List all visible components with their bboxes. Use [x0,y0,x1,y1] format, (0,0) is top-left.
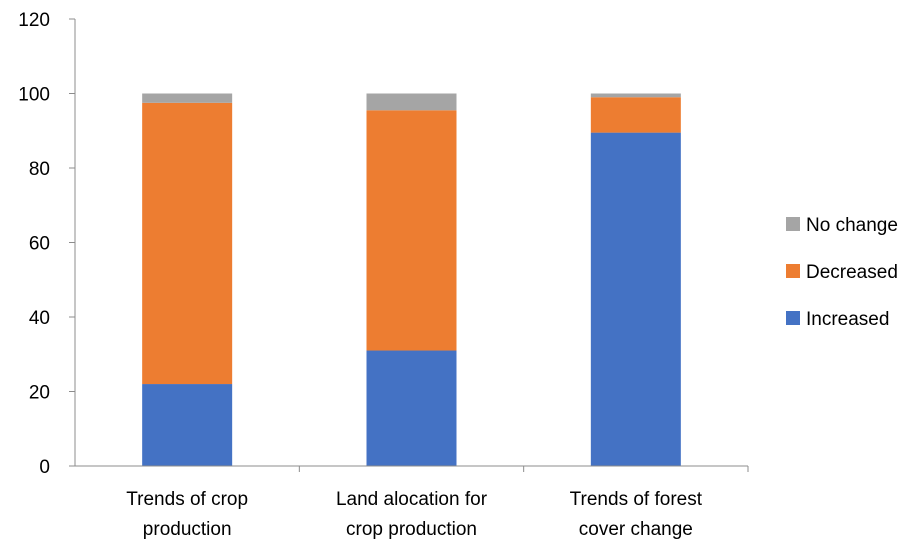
y-tick-label: 100 [18,85,50,106]
legend-label-increased: Increased [806,309,889,330]
x-category-label: Trends of forest [570,489,703,510]
y-tick-label: 40 [29,308,50,329]
legend-label-decreased: Decreased [806,262,898,283]
bar-no-change-2 [366,93,457,111]
y-tick-label: 80 [29,159,50,180]
bar-area [142,93,681,467]
legend: No change Decreased Increased [786,215,898,330]
bar-increased-3 [590,132,681,467]
bar-increased-2 [366,350,457,466]
bar-decreased-1 [142,102,233,385]
bar-decreased-2 [366,110,457,351]
y-tick-label: 0 [39,457,50,478]
y-tick-label: 20 [29,383,50,404]
bar-no-change-1 [142,93,233,103]
y-tick-label: 60 [29,234,50,255]
x-category-label: Land alocation for [336,489,488,510]
x-category-label: Trends of crop [126,489,248,510]
legend-label-no-change: No change [806,215,898,236]
y-tick-label: 120 [18,10,50,31]
legend-swatch-decreased [786,264,800,278]
legend-swatch-no-change [786,217,800,231]
bar-increased-1 [142,384,233,466]
x-category-label: cover change [579,519,693,540]
bar-decreased-3 [590,97,681,133]
legend-swatch-increased [786,311,800,325]
bar-no-change-3 [590,93,681,98]
x-category-label: production [143,519,232,540]
y-axis-ticks: 0 20 40 60 80 100 120 [18,10,75,478]
x-category-label: crop production [346,519,477,540]
x-axis-labels: Trends of crop production Land alocation f… [126,466,749,540]
